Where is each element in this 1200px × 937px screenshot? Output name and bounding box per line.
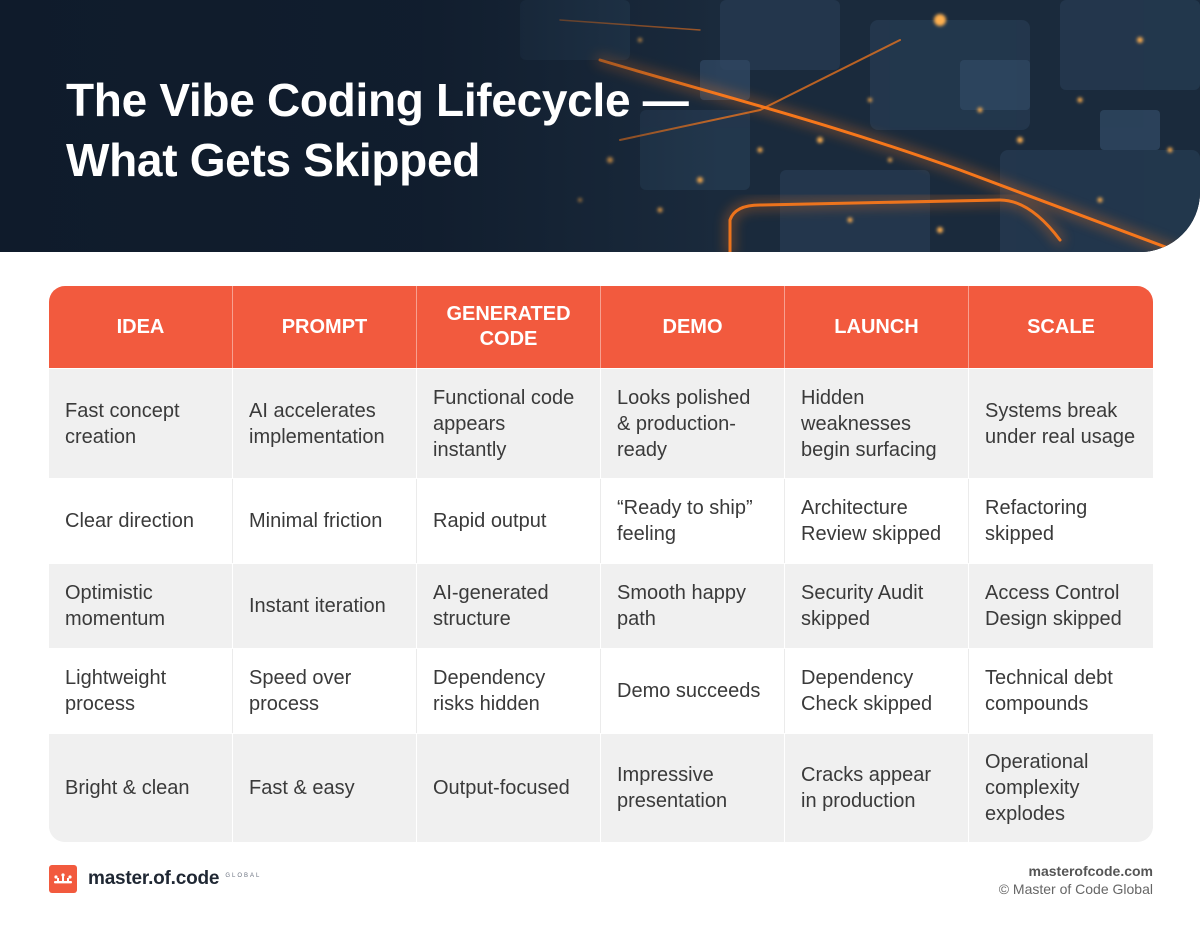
table-row: Bright & clean Fast & easy Output-focuse… (49, 733, 1153, 842)
table-cell: Dependency Check skipped (785, 649, 969, 733)
table-cell: Bright & clean (49, 734, 233, 842)
column-header-scale: SCALE (969, 286, 1153, 368)
header-banner: The Vibe Coding Lifecycle — What Gets Sk… (0, 0, 1200, 252)
crown-icon (49, 865, 77, 893)
table-cell: Technical debt compounds (969, 649, 1153, 733)
lifecycle-table: IDEA PROMPT GENERATED CODE DEMO LAUNCH S… (49, 286, 1153, 842)
column-header-prompt: PROMPT (233, 286, 417, 368)
table-row: Clear direction Minimal friction Rapid o… (49, 478, 1153, 563)
site-link[interactable]: masterofcode.com (1028, 863, 1153, 879)
table-cell: Functional code appears instantly (417, 369, 601, 478)
column-header-generated-code: GENERATED CODE (417, 286, 601, 368)
table-cell: “Ready to ship” feeling (601, 479, 785, 563)
table-cell: Output-focused (417, 734, 601, 842)
table-cell: Speed over process (233, 649, 417, 733)
table-cell: Demo succeeds (601, 649, 785, 733)
table-cell: AI accelerates implementation (233, 369, 417, 478)
logo-subtext: GLOBAL (225, 873, 262, 879)
table-cell: Lightweight process (49, 649, 233, 733)
brand-logo[interactable]: master.of.code GLOBAL (49, 864, 261, 894)
table-cell: Minimal friction (233, 479, 417, 563)
table-cell: Security Audit skipped (785, 564, 969, 648)
column-header-launch: LAUNCH (785, 286, 969, 368)
table-cell: Refactoring skipped (969, 479, 1153, 563)
title-line-1: The Vibe Coding Lifecycle — (66, 74, 689, 126)
table-cell: Rapid output (417, 479, 601, 563)
table-cell: Hidden weaknesses begin surfacing (785, 369, 969, 478)
table-cell: Instant iteration (233, 564, 417, 648)
table-cell: Architecture Review skipped (785, 479, 969, 563)
table-cell: Clear direction (49, 479, 233, 563)
table-cell: Fast & easy (233, 734, 417, 842)
column-header-demo: DEMO (601, 286, 785, 368)
table-cell: Looks polished & production-ready (601, 369, 785, 478)
title-line-2: What Gets Skipped (66, 134, 481, 186)
table-cell: Systems break under real usage (969, 369, 1153, 478)
table-row: Fast concept creation AI accelerates imp… (49, 368, 1153, 478)
table-header-row: IDEA PROMPT GENERATED CODE DEMO LAUNCH S… (49, 286, 1153, 368)
copyright-text: © Master of Code Global (998, 881, 1153, 897)
table-cell: Optimistic momentum (49, 564, 233, 648)
table-cell: Fast concept creation (49, 369, 233, 478)
table-cell: Dependency risks hidden (417, 649, 601, 733)
table-cell: Cracks appear in production (785, 734, 969, 842)
table-cell: Operational complexity explodes (969, 734, 1153, 842)
logo-text: master.of.code (88, 868, 220, 889)
table-cell: AI-generated structure (417, 564, 601, 648)
table-cell: Smooth happy path (601, 564, 785, 648)
table-cell: Access Control Design skipped (969, 564, 1153, 648)
table-row: Lightweight process Speed over process D… (49, 648, 1153, 733)
footer-credits: masterofcode.com © Master of Code Global (999, 862, 1153, 898)
table-cell: Impressive presentation (601, 734, 785, 842)
page-title: The Vibe Coding Lifecycle — What Gets Sk… (66, 70, 786, 190)
circuit-board-image (0, 0, 1200, 252)
table-row: Optimistic momentum Instant iteration AI… (49, 563, 1153, 648)
column-header-idea: IDEA (49, 286, 233, 368)
